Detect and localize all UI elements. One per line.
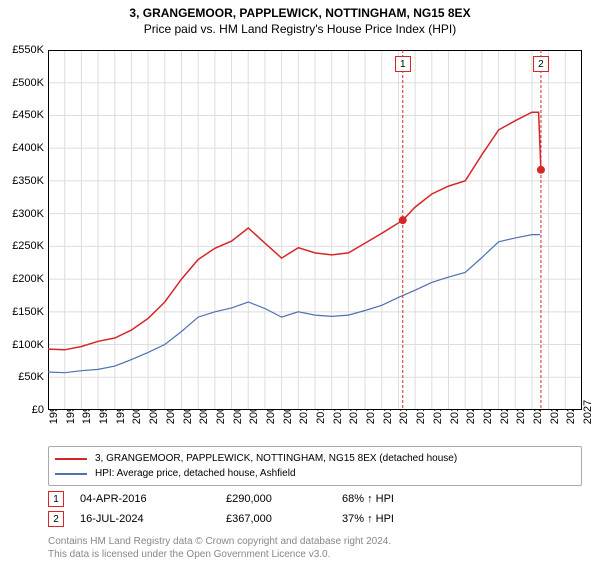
y-tick-label: £250K — [12, 240, 44, 252]
y-tick-label: £200K — [12, 273, 44, 285]
y-tick-label: £400K — [12, 142, 44, 154]
chart-container: 3, GRANGEMOOR, PAPPLEWICK, NOTTINGHAM, N… — [0, 6, 600, 566]
marker-badge: 1 — [48, 491, 64, 507]
footer-line-1: Contains HM Land Registry data © Crown c… — [48, 536, 391, 547]
footer-line-2: This data is licensed under the Open Gov… — [48, 549, 330, 560]
chart-title: 3, GRANGEMOOR, PAPPLEWICK, NOTTINGHAM, N… — [0, 6, 600, 20]
y-tick-label: £450K — [12, 109, 44, 121]
legend-swatch — [55, 458, 87, 460]
marker-row-1: 1 04-APR-2016 £290,000 68% ↑ HPI — [48, 491, 582, 507]
marker-delta: 68% ↑ HPI — [342, 493, 442, 505]
x-tick-label: 2027 — [582, 400, 594, 424]
y-tick-label: £550K — [12, 44, 44, 56]
y-tick-label: £350K — [12, 175, 44, 187]
legend-item-hpi: HPI: Average price, detached house, Ashf… — [55, 466, 575, 481]
marker-delta: 37% ↑ HPI — [342, 513, 442, 525]
y-tick-label: £500K — [12, 77, 44, 89]
legend-item-property: 3, GRANGEMOOR, PAPPLEWICK, NOTTINGHAM, N… — [55, 451, 575, 466]
marker-dot — [399, 216, 407, 224]
chart-marker-badge: 1 — [395, 56, 411, 72]
marker-price: £290,000 — [226, 493, 326, 505]
legend-swatch — [55, 473, 87, 475]
marker-date: 04-APR-2016 — [80, 493, 210, 505]
chart-svg — [48, 50, 582, 410]
y-tick-label: £300K — [12, 208, 44, 220]
legend-label: HPI: Average price, detached house, Ashf… — [95, 468, 296, 479]
marker-row-2: 2 16-JUL-2024 £367,000 37% ↑ HPI — [48, 511, 582, 527]
plot-area — [48, 50, 582, 410]
marker-badge: 2 — [48, 511, 64, 527]
marker-date: 16-JUL-2024 — [80, 513, 210, 525]
y-tick-label: £50K — [18, 371, 44, 383]
marker-dot — [537, 166, 545, 174]
chart-subtitle: Price paid vs. HM Land Registry's House … — [0, 22, 600, 36]
legend-box: 3, GRANGEMOOR, PAPPLEWICK, NOTTINGHAM, N… — [48, 446, 582, 486]
chart-marker-badge: 2 — [533, 56, 549, 72]
legend-label: 3, GRANGEMOOR, PAPPLEWICK, NOTTINGHAM, N… — [95, 453, 457, 464]
y-tick-label: £100K — [12, 339, 44, 351]
y-tick-label: £150K — [12, 306, 44, 318]
marker-price: £367,000 — [226, 513, 326, 525]
y-tick-label: £0 — [32, 404, 44, 416]
